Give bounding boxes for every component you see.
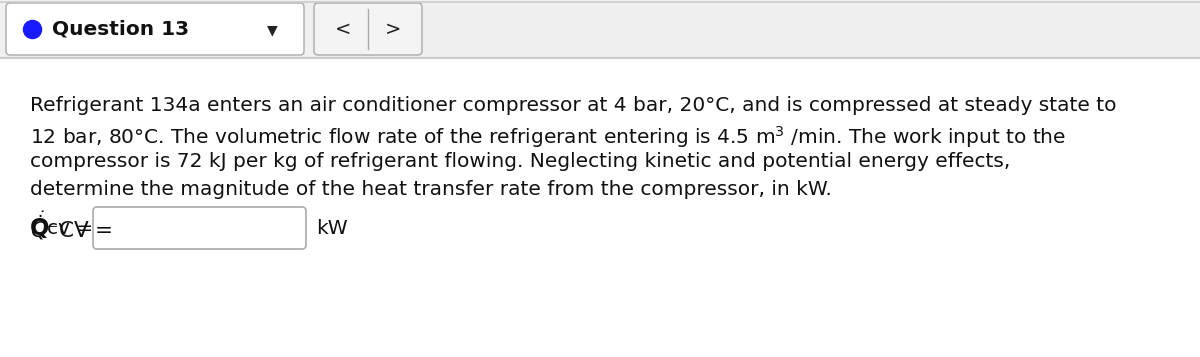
Text: determine the magnitude of the heat transfer rate from the compressor, in kW.: determine the magnitude of the heat tran… xyxy=(30,180,832,199)
Text: Refrigerant 134a enters an air conditioner compressor at 4 bar, 20°C, and is com: Refrigerant 134a enters an air condition… xyxy=(30,96,1116,115)
Text: Question 13: Question 13 xyxy=(52,20,190,39)
Text: Q: Q xyxy=(30,216,49,240)
Text: <: < xyxy=(335,20,352,39)
Text: compressor is 72 kJ per kg of refrigerant flowing. Neglecting kinetic and potent: compressor is 72 kJ per kg of refrigeran… xyxy=(30,152,1010,171)
FancyBboxPatch shape xyxy=(314,3,422,55)
Text: cv =: cv = xyxy=(47,218,94,237)
Text: ˙: ˙ xyxy=(37,210,47,228)
FancyBboxPatch shape xyxy=(6,3,304,55)
Text: >: > xyxy=(385,20,401,39)
FancyBboxPatch shape xyxy=(94,207,306,249)
Text: 12 bar, 80°C. The volumetric flow rate of the refrigerant entering is 4.5 m$^3$ : 12 bar, 80°C. The volumetric flow rate o… xyxy=(30,124,1066,150)
Text: kW: kW xyxy=(316,218,348,237)
FancyBboxPatch shape xyxy=(0,0,1200,58)
Text: $\dot{Q}$⁻CV =: $\dot{Q}$⁻CV = xyxy=(30,213,113,242)
Text: ▼: ▼ xyxy=(266,23,277,37)
